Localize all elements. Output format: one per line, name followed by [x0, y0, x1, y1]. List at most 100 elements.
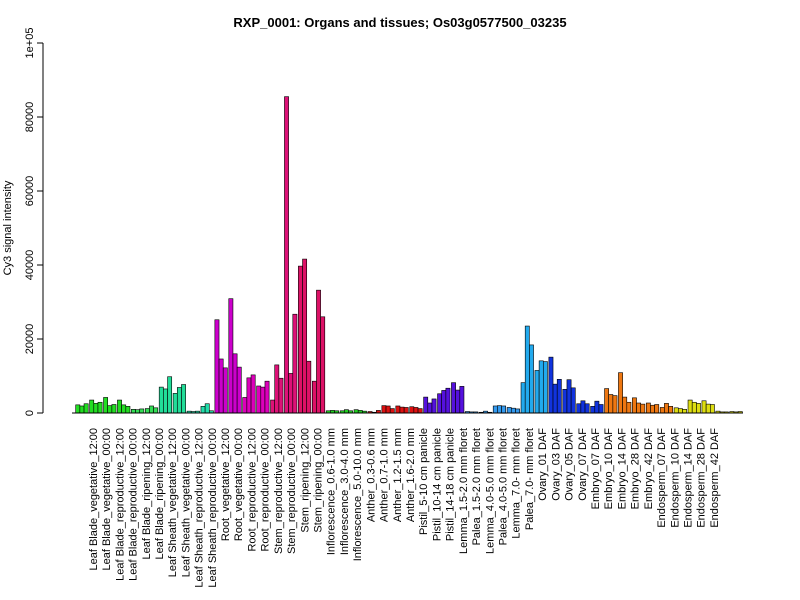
bar: [542, 361, 548, 414]
bar: [288, 373, 294, 414]
bar: [709, 404, 715, 414]
x-tick-label: Ovary_01 DAF: [537, 428, 549, 501]
y-tick-label: 80000: [24, 102, 36, 133]
bar: [455, 389, 461, 414]
bar: [395, 405, 401, 414]
bar: [696, 403, 701, 414]
x-tick-label: Leaf Blade_ripening_12:00: [141, 428, 153, 560]
x-tick-label: Pistil_10-14 cm panicle: [431, 428, 443, 541]
bar: [423, 396, 429, 414]
bar: [89, 399, 95, 414]
bar: [181, 384, 186, 414]
x-tick-label: Pistil_14-18 cm panicle: [445, 428, 457, 541]
bar: [570, 387, 576, 414]
bar: [451, 382, 456, 414]
x-tick-label: Endosperm_14 DAF: [682, 428, 694, 528]
bar: [144, 408, 150, 414]
bar: [626, 401, 632, 414]
bar: [691, 401, 697, 414]
bar: [529, 344, 534, 414]
x-tick-label: Root_vegetative_00:00: [233, 428, 245, 541]
x-tick-label: Anther_1.2-1.5 mm: [392, 428, 404, 522]
bar: [75, 404, 81, 414]
bar: [250, 374, 256, 414]
bar: [682, 408, 687, 414]
bar: [645, 402, 651, 414]
bar: [640, 403, 646, 414]
bar: [385, 405, 391, 414]
x-tick-label: Embryo_14 DAF: [616, 428, 628, 510]
bar: [524, 325, 530, 414]
x-tick-label: Leaf Sheath_reproductive_00:00: [207, 428, 219, 588]
bar: [167, 376, 173, 414]
bar: [256, 385, 262, 414]
bar: [149, 405, 154, 414]
bar: [677, 408, 683, 414]
bar: [399, 406, 405, 414]
x-tick-label: Root_reproductive_12:00: [246, 428, 258, 552]
bars-group: [75, 96, 743, 414]
bar: [413, 407, 419, 414]
y-tick-label: 1e+05: [24, 28, 36, 59]
y-tick-label: 20000: [24, 324, 36, 355]
bar: [320, 316, 326, 414]
bar: [409, 406, 415, 414]
bar: [200, 406, 206, 414]
bar: [125, 406, 131, 414]
bar: [381, 405, 387, 414]
x-tick-label: Ovary_05 DAF: [564, 428, 576, 501]
x-tick-label: Root_vegetative_12:00: [220, 428, 232, 541]
bar: [636, 402, 642, 414]
x-tick-label: Stem_ripening_00:00: [313, 428, 325, 533]
y-axis-label: Cy3 signal intensity: [2, 180, 14, 275]
bar: [163, 388, 168, 414]
bar: [510, 407, 516, 414]
x-tick-label: Leaf Sheath_vegetative_00:00: [180, 428, 192, 577]
bar: [93, 403, 99, 414]
x-tick-label: Stem_ripening_12:00: [299, 428, 311, 533]
x-tick-label: Stem_reproductive_12:00: [273, 428, 285, 554]
x-tick-label: Endosperm_07 DAF: [656, 428, 668, 528]
bar: [604, 388, 610, 414]
bar: [590, 406, 596, 414]
bar: [492, 405, 498, 414]
bar: [622, 396, 628, 414]
bar: [664, 403, 669, 414]
x-tick-label: Lemma_1.5-2.0 mm floret: [458, 428, 470, 554]
x-tick-label: Embryo_42 DAF: [643, 428, 655, 510]
bar: [659, 407, 665, 414]
bar: [298, 265, 303, 414]
bar: [506, 407, 512, 414]
bar: [403, 407, 409, 414]
x-tick-label: Inflorescence_0.6-1.0 mm: [326, 428, 338, 555]
x-tick-label: Root_reproductive_00:00: [260, 428, 272, 552]
bar: [246, 377, 252, 414]
x-tick-label: Inflorescence_3.0-4.0 mm: [339, 428, 351, 555]
bar: [278, 377, 284, 414]
x-tick-label: Leaf Blade_vegetative_12:00: [88, 428, 100, 571]
bar: [302, 258, 308, 414]
bar: [242, 397, 248, 414]
x-tick-label: Ovary_07 DAF: [577, 428, 589, 501]
y-tick-label: 60000: [24, 176, 36, 207]
bar: [264, 380, 270, 414]
bar: [562, 389, 568, 414]
bar: [497, 405, 502, 414]
bar: [83, 403, 89, 414]
bar: [158, 386, 164, 414]
bar: [228, 298, 234, 414]
bar: [232, 353, 238, 414]
bar: [139, 408, 145, 414]
bar: [520, 382, 526, 414]
x-tick-label: Leaf Blade_ripening_00:00: [154, 428, 166, 560]
bar: [176, 387, 182, 414]
x-tick-label: Lemma_7.0- mm floret: [511, 428, 523, 539]
bar: [214, 319, 220, 414]
y-tick-label: 0: [24, 410, 36, 416]
x-tick-label: Palea_7.0- mm floret: [524, 428, 536, 530]
bar: [111, 404, 117, 414]
bar: [445, 387, 451, 414]
bar: [427, 402, 433, 414]
x-tick-label: Stem_reproductive_00:00: [286, 428, 298, 554]
